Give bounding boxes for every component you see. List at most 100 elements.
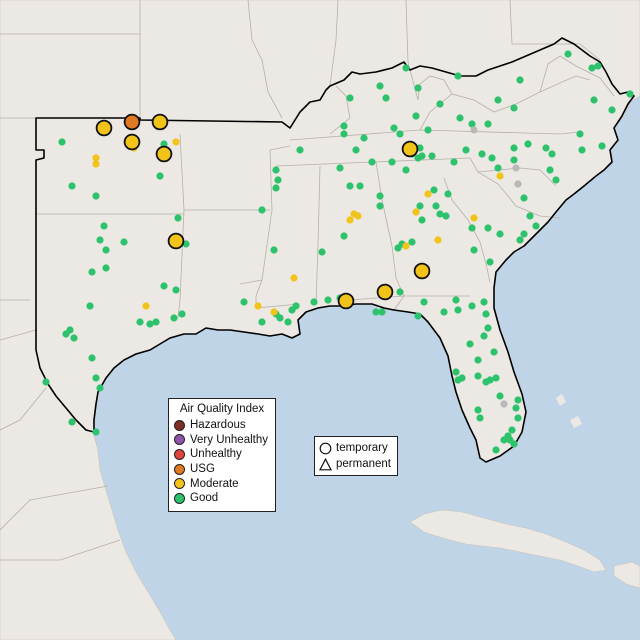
monitor-marker[interactable] [402,242,410,250]
monitor-marker[interactable] [402,64,410,72]
monitor-marker[interactable] [240,298,248,306]
monitor-marker[interactable] [254,302,262,310]
monitor-marker[interactable] [626,90,634,98]
monitor-marker[interactable] [456,114,464,122]
monitor-marker[interactable] [480,298,488,306]
monitor-marker[interactable] [324,296,332,304]
monitor-marker[interactable] [490,348,498,356]
monitor-marker[interactable] [360,134,368,142]
monitor-marker[interactable] [442,212,450,220]
monitor-marker[interactable] [382,94,390,102]
monitor-marker[interactable] [526,212,534,220]
monitor-marker[interactable] [480,332,488,340]
monitor-marker[interactable] [454,306,462,314]
monitor-marker[interactable] [146,320,154,328]
monitor-marker[interactable] [512,404,520,412]
monitor-marker[interactable] [474,372,482,380]
monitor-marker[interactable] [412,208,420,216]
temporary-monitor-marker[interactable] [376,283,394,301]
monitor-marker[interactable] [102,264,110,272]
monitor-marker[interactable] [598,142,606,150]
temporary-monitor-marker[interactable] [95,119,113,137]
monitor-marker[interactable] [494,164,502,172]
monitor-marker[interactable] [588,64,596,72]
monitor-marker[interactable] [258,206,266,214]
monitor-marker[interactable] [418,152,426,160]
temporary-monitor-marker[interactable] [123,113,141,131]
monitor-marker[interactable] [436,210,444,218]
monitor-marker[interactable] [174,214,182,222]
monitor-marker[interactable] [476,414,484,422]
monitor-marker[interactable] [310,298,318,306]
monitor-marker[interactable] [516,76,524,84]
temporary-monitor-marker[interactable] [151,113,169,131]
monitor-marker[interactable] [88,354,96,362]
monitor-marker[interactable] [340,130,348,138]
monitor-marker[interactable] [486,258,494,266]
monitor-marker[interactable] [524,140,532,148]
monitor-marker[interactable] [274,176,282,184]
monitor-marker[interactable] [508,426,516,434]
monitor-marker[interactable] [546,166,554,174]
monitor-marker[interactable] [376,82,384,90]
monitor-marker[interactable] [92,192,100,200]
monitor-marker[interactable] [470,246,478,254]
temporary-monitor-marker[interactable] [167,232,185,250]
monitor-marker[interactable] [284,318,292,326]
temporary-monitor-marker[interactable] [401,140,419,158]
monitor-marker[interactable] [510,440,518,448]
monitor-marker[interactable] [484,120,492,128]
monitor-marker[interactable] [576,130,584,138]
monitor-marker[interactable] [272,184,280,192]
monitor-marker[interactable] [92,374,100,382]
monitor-marker[interactable] [450,158,458,166]
monitor-marker[interactable] [276,314,284,322]
monitor-marker[interactable] [270,308,278,316]
monitor-marker[interactable] [356,182,364,190]
monitor-marker[interactable] [376,202,384,210]
monitor-marker[interactable] [590,96,598,104]
temporary-monitor-marker[interactable] [155,145,173,163]
monitor-marker[interactable] [452,296,460,304]
monitor-marker[interactable] [296,146,304,154]
monitor-marker[interactable] [552,176,560,184]
monitor-marker[interactable] [376,192,384,200]
monitor-marker[interactable] [486,376,494,384]
monitor-marker[interactable] [152,318,160,326]
monitor-marker[interactable] [436,100,444,108]
monitor-marker[interactable] [172,138,180,146]
monitor-marker[interactable] [430,186,438,194]
monitor-marker[interactable] [290,274,298,282]
monitor-marker[interactable] [396,288,404,296]
monitor-marker[interactable] [454,72,462,80]
monitor-marker[interactable] [96,236,104,244]
monitor-marker[interactable] [92,428,100,436]
monitor-marker[interactable] [484,324,492,332]
monitor-marker[interactable] [466,340,474,348]
monitor-marker[interactable] [520,194,528,202]
monitor-marker[interactable] [412,112,420,120]
monitor-marker[interactable] [388,158,396,166]
monitor-marker[interactable] [532,222,540,230]
monitor-marker[interactable] [500,436,508,444]
monitor-marker[interactable] [500,400,508,408]
monitor-marker[interactable] [340,232,348,240]
monitor-marker[interactable] [120,238,128,246]
monitor-marker[interactable] [408,238,416,246]
monitor-marker[interactable] [92,154,100,162]
monitor-marker[interactable] [474,356,482,364]
monitor-marker[interactable] [92,160,100,168]
monitor-marker[interactable] [368,158,376,166]
monitor-marker[interactable] [96,384,104,392]
monitor-marker[interactable] [68,182,76,190]
monitor-marker[interactable] [468,224,476,232]
temporary-monitor-marker[interactable] [413,262,431,280]
monitor-marker[interactable] [58,138,66,146]
monitor-marker[interactable] [418,216,426,224]
monitor-marker[interactable] [432,202,440,210]
monitor-marker[interactable] [156,172,164,180]
monitor-marker[interactable] [484,224,492,232]
monitor-marker[interactable] [434,236,442,244]
monitor-marker[interactable] [272,166,280,174]
monitor-marker[interactable] [100,222,108,230]
